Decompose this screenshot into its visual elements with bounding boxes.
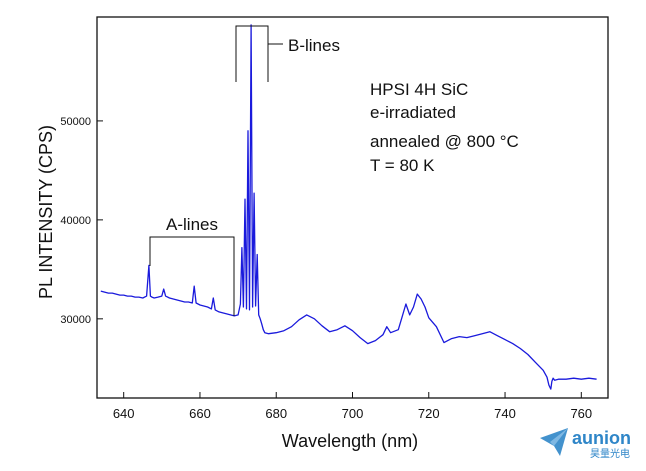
- plot-frame: [96, 16, 609, 399]
- b-lines-label: B-lines: [288, 36, 340, 55]
- x-tick-label: 660: [189, 406, 211, 421]
- x-axis-ticks: 640 660 680 700 720 740 760: [113, 392, 592, 421]
- x-tick-label: 720: [418, 406, 440, 421]
- x-tick-label: 640: [113, 406, 135, 421]
- a-lines-label: A-lines: [166, 215, 218, 234]
- y-axis-title: PL INTENSITY (CPS): [36, 125, 56, 299]
- x-tick-label: 740: [494, 406, 516, 421]
- y-tick-label: 40000: [60, 215, 91, 227]
- aunion-logo: aunion 昊量光电: [538, 426, 642, 462]
- info-line-sample: HPSI 4H SiC: [370, 80, 468, 99]
- b-lines-bracket: [235, 25, 269, 82]
- y-axis-ticks: 30000 40000 50000: [60, 116, 103, 326]
- a-lines-bracket: [149, 236, 235, 316]
- x-axis-title: Wavelength (nm): [282, 431, 418, 451]
- x-tick-label: 700: [342, 406, 364, 421]
- info-line-irradiation: e-irradiated: [370, 103, 456, 122]
- logo-text: aunion: [572, 428, 631, 448]
- x-tick-label: 760: [570, 406, 592, 421]
- info-line-temperature: T = 80 K: [370, 156, 435, 175]
- info-line-annealing: annealed @ 800 °C: [370, 132, 519, 151]
- logo-subtext: 昊量光电: [590, 447, 630, 460]
- y-tick-label: 30000: [60, 314, 91, 326]
- y-tick-label: 50000: [60, 116, 91, 128]
- aunion-logo-graphic: aunion 昊量光电: [540, 428, 631, 460]
- spectrum-line: [100, 24, 597, 390]
- x-tick-label: 680: [265, 406, 287, 421]
